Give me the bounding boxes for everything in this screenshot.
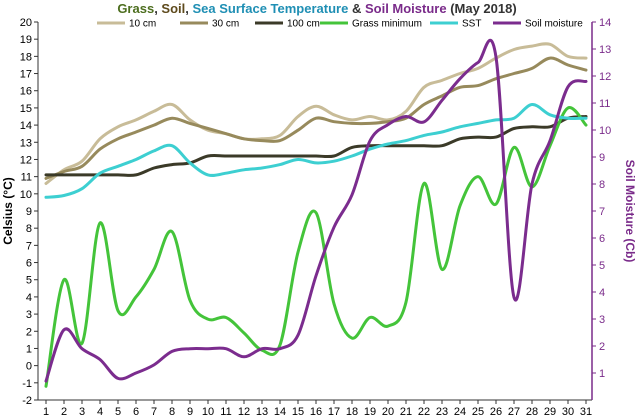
x-tick-label: 16: [310, 406, 322, 418]
x-tick-label: 1: [43, 406, 49, 418]
x-tick-label: 19: [364, 406, 376, 418]
y2-tick-label: 14: [599, 17, 611, 29]
title-part-4: Sea Surface Temperature: [193, 1, 349, 16]
x-tick-label: 31: [580, 406, 592, 418]
title-part-7: (May 2018): [447, 1, 517, 16]
legend-label-grass-minimum: Grass minimum: [352, 19, 422, 30]
x-tick-label: 17: [328, 406, 340, 418]
y2-tick-label: 7: [599, 206, 605, 218]
x-tick-label: 30: [562, 406, 574, 418]
y-tick-label: 6: [26, 258, 32, 270]
legend-label-10-cm: 10 cm: [129, 19, 156, 30]
x-tick-label: 21: [400, 406, 412, 418]
axis-labels: Celsius (°C) Soil Moisture (Cb): [1, 160, 635, 263]
chart-title-text: Grass, Soil, Sea Surface Temperature & S…: [117, 1, 516, 16]
y-tick-label: 20: [20, 17, 32, 29]
y-tick-label: 9: [26, 206, 32, 218]
y2-tick-label: 10: [599, 125, 611, 137]
y2-tick-label: 12: [599, 71, 611, 83]
x-tick-label: 15: [292, 406, 304, 418]
x-tick-label: 5: [115, 406, 121, 418]
legend-label-30-cm: 30 cm: [212, 19, 239, 30]
y-tick-label: 8: [26, 223, 32, 235]
x-tick-label: 9: [187, 406, 193, 418]
x-tick-label: 13: [256, 406, 268, 418]
y-tick-label: 14: [20, 120, 32, 132]
x-tick-label: 4: [97, 406, 103, 418]
series-line-sst: [44, 103, 588, 199]
y-tick-label: 2: [26, 326, 32, 338]
y2-tick-label: 6: [599, 233, 605, 245]
y2-axis-label: Soil Moisture (Cb): [623, 160, 635, 263]
legend-label-100-cm: 100 cm: [287, 19, 320, 30]
x-tick-label: 26: [490, 406, 502, 418]
chart-series: [44, 38, 588, 388]
y-tick-label: 7: [26, 240, 32, 252]
y2-tick-label: 4: [599, 287, 605, 299]
title-part-0: Grass: [117, 1, 154, 16]
x-tick-label: 22: [418, 406, 430, 418]
x-tick-label: 25: [472, 406, 484, 418]
y-tick-label: 16: [20, 86, 32, 98]
y2-tick-label: 9: [599, 152, 605, 164]
x-tick-label: 28: [526, 406, 538, 418]
x-tick-label: 10: [202, 406, 214, 418]
legend-label-soil-moisture: Soil moisture: [525, 19, 583, 30]
title-part-3: ,: [185, 1, 192, 16]
y2-tick-label: 11: [599, 98, 610, 110]
title-part-2: Soil: [161, 1, 185, 16]
y-tick-label: 12: [20, 154, 32, 166]
y-tick-label: 1: [26, 343, 32, 355]
x-tick-label: 29: [544, 406, 556, 418]
chart-title: Grass, Soil, Sea Surface Temperature & S…: [117, 1, 516, 16]
y2-tick-label: 5: [599, 260, 605, 272]
x-tick-label: 2: [61, 406, 67, 418]
series-line-100-cm: [44, 115, 588, 177]
series-line-soil-moisture: [44, 38, 588, 383]
y2-tick-label: 8: [599, 179, 605, 191]
title-part-5: &: [348, 1, 365, 16]
chart-axes: -2-1012345678910111213141516171819201234…: [20, 17, 612, 418]
x-tick-label: 14: [274, 406, 286, 418]
x-tick-label: 20: [382, 406, 394, 418]
y-tick-label: 11: [21, 172, 32, 184]
y-tick-label: 10: [20, 189, 32, 201]
y2-tick-label: 13: [599, 44, 611, 56]
x-tick-label: 11: [220, 406, 231, 418]
y-tick-label: 4: [26, 292, 32, 304]
series-line-30-cm: [44, 56, 588, 180]
title-part-1: ,: [154, 1, 161, 16]
x-tick-label: 23: [436, 406, 448, 418]
x-tick-label: 8: [169, 406, 175, 418]
y-tick-label: 3: [26, 309, 32, 321]
x-tick-label: 7: [151, 406, 157, 418]
y-tick-label: 0: [26, 361, 32, 373]
y-tick-label: 17: [20, 69, 32, 81]
title-part-6: Soil Moisture: [365, 1, 447, 16]
x-tick-label: 27: [508, 406, 520, 418]
y-axis-label: Celsius (°C): [1, 177, 15, 244]
y-tick-label: -1: [22, 378, 32, 390]
y2-tick-label: 1: [599, 368, 605, 380]
legend-label-sst: SST: [462, 19, 481, 30]
x-tick-label: 12: [238, 406, 250, 418]
x-tick-label: 3: [79, 406, 85, 418]
y-tick-label: 13: [20, 137, 32, 149]
x-tick-label: 24: [454, 406, 466, 418]
y-tick-label: 5: [26, 275, 32, 287]
y2-tick-label: 3: [599, 314, 605, 326]
y-tick-label: 19: [20, 34, 32, 46]
y-tick-label: 15: [20, 103, 32, 115]
chart-legend: 10 cm 30 cm 100 cm Grass minimum SST Soil moi…: [97, 19, 583, 30]
x-tick-label: 6: [133, 406, 139, 418]
x-tick-label: 18: [346, 406, 358, 418]
y2-tick-label: 2: [599, 341, 605, 353]
y-tick-label: 18: [20, 51, 32, 63]
y-tick-label: -2: [22, 395, 32, 407]
series-line-grass-minimum: [44, 106, 588, 388]
